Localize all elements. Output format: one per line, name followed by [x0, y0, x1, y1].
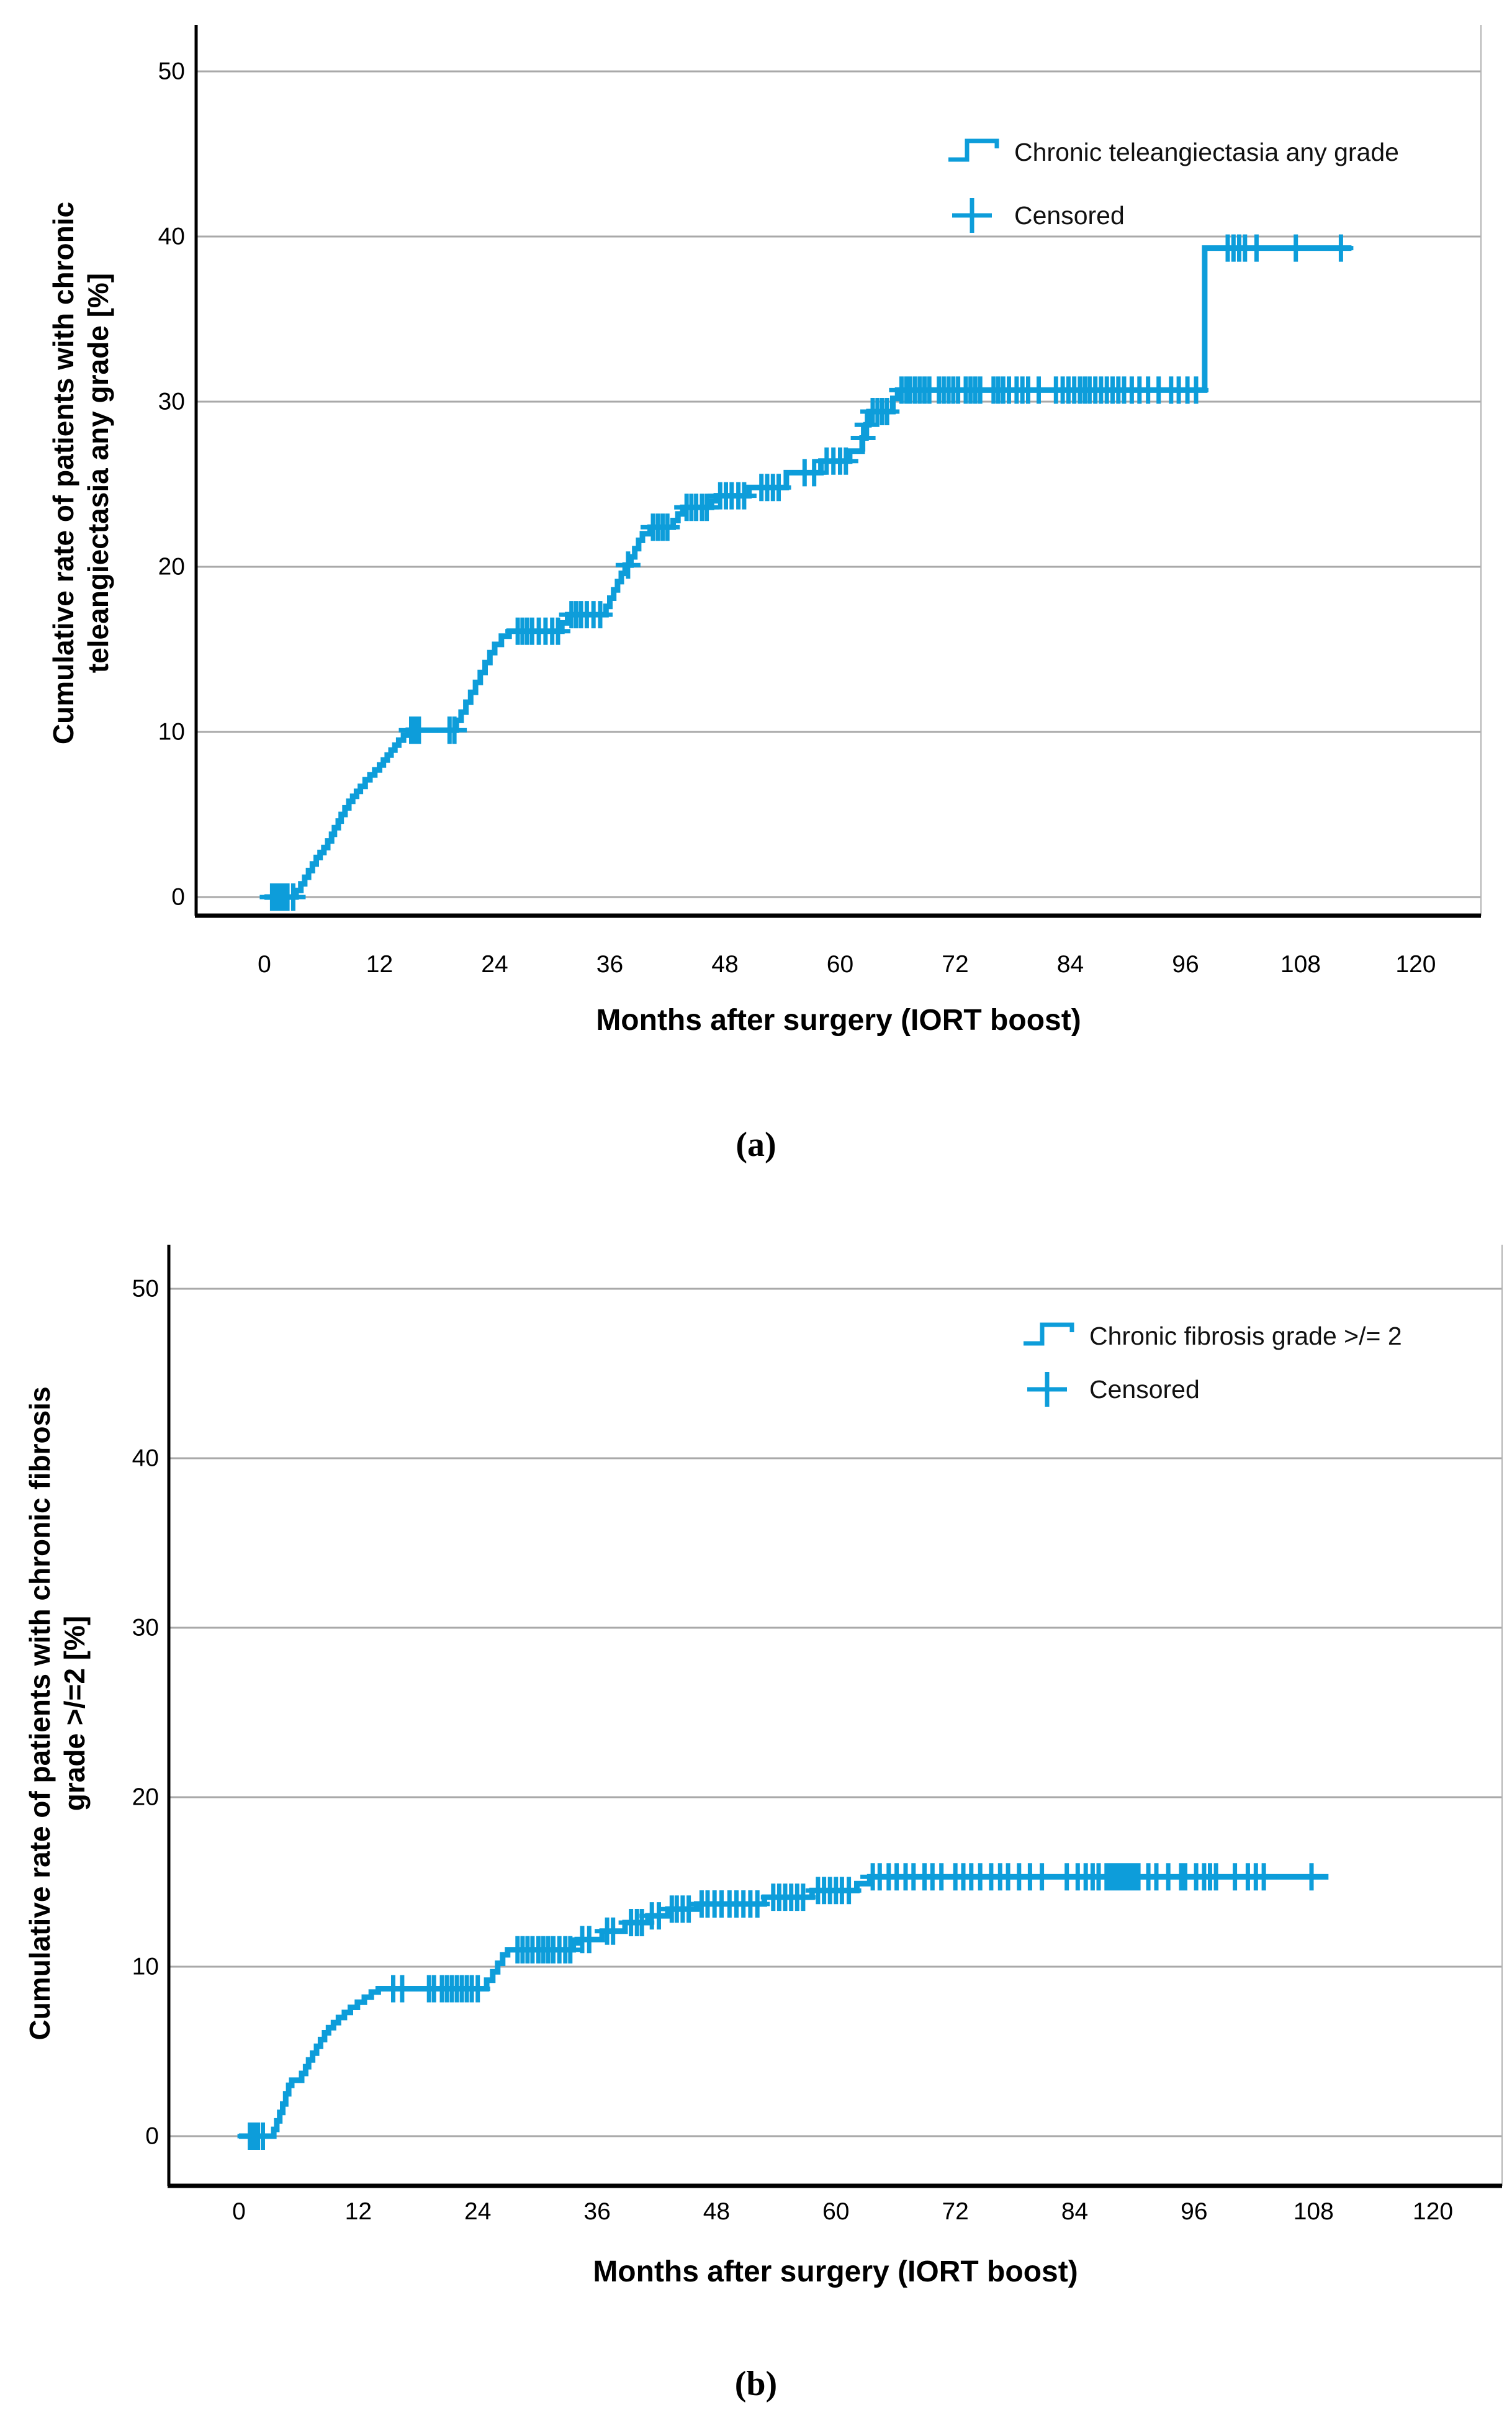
x-axis-title-a: Months after surgery (IORT boost): [596, 1004, 1081, 1037]
y-axis-title-a: Cumulative rate of patients with chronic…: [47, 201, 114, 745]
step-line-icon: [948, 138, 999, 162]
censored-plus-icon: [1027, 1372, 1067, 1407]
y-tick-label-20: 20: [132, 1784, 159, 1811]
x-tick-label-60: 60: [827, 951, 853, 978]
x-tick-label-0: 0: [258, 951, 271, 978]
y-tick-label-0: 0: [171, 884, 185, 911]
x-tick-label-120: 120: [1395, 951, 1436, 978]
legend-a: Chronic teleangiectasia any grade Censor…: [946, 120, 1399, 247]
y-tick-label-20: 20: [158, 554, 185, 580]
x-tick-label-24: 24: [481, 951, 508, 978]
y-tick-label-50: 50: [158, 58, 185, 85]
x-tick-label-12: 12: [345, 2198, 372, 2225]
panel-label-b: (b): [734, 2365, 778, 2403]
panel-label-a: (a): [736, 1126, 776, 1164]
x-tick-label-0: 0: [232, 2198, 246, 2225]
x-tick-label-108: 108: [1294, 2198, 1334, 2225]
y-tick-label-40: 40: [132, 1445, 159, 1472]
x-tick-label-72: 72: [942, 951, 968, 978]
curve-step-line: [239, 1874, 1329, 2139]
legend-row-event-a: Chronic teleangiectasia any grade: [946, 120, 1399, 184]
x-tick-label-48: 48: [711, 951, 738, 978]
x-tick-label-36: 36: [583, 2198, 610, 2225]
x-tick-label-120: 120: [1413, 2198, 1453, 2225]
x-tick-label-60: 60: [822, 2198, 849, 2225]
legend-label-event-b: Chronic fibrosis grade >/= 2: [1089, 1321, 1402, 1350]
legend-row-censored-a: Censored: [946, 184, 1399, 247]
y-tick-label-10: 10: [132, 1954, 159, 1980]
y-tick-label-40: 40: [158, 223, 185, 250]
censor-marks: [259, 234, 1354, 911]
chart-a: 0 10 20 30 40 50 0 12 24 36 48 60 72 84 96 108 120: [158, 25, 1482, 978]
x-tick-label-108: 108: [1280, 951, 1321, 978]
legend-label-censored-b: Censored: [1089, 1374, 1200, 1404]
x-tick-label-72: 72: [942, 2198, 968, 2225]
censored-plus-icon: [952, 198, 992, 233]
step-line-icon: [1024, 1322, 1074, 1346]
x-axis-title-b: Months after surgery (IORT boost): [593, 2255, 1078, 2288]
x-tick-label-36: 36: [596, 951, 623, 978]
x-tick-label-96: 96: [1181, 2198, 1207, 2225]
y-axis-title-b: Cumulative rate of patients with chronic…: [24, 1386, 91, 2041]
curve-step-line: [264, 245, 1352, 900]
x-tick-label-84: 84: [1057, 951, 1084, 978]
x-tick-label-24: 24: [464, 2198, 491, 2225]
y-tick-label-10: 10: [158, 719, 185, 746]
legend-row-censored-b: Censored: [1021, 1363, 1402, 1416]
x-tick-label-48: 48: [703, 2198, 730, 2225]
x-tick-label-96: 96: [1172, 951, 1199, 978]
legend-label-censored-a: Censored: [1014, 201, 1125, 230]
legend-b: Chronic fibrosis grade >/= 2 Censored: [1021, 1309, 1402, 1416]
x-tick-label-12: 12: [366, 951, 393, 978]
y-tick-label-30: 30: [132, 1615, 159, 1641]
legend-row-event-b: Chronic fibrosis grade >/= 2: [1021, 1309, 1402, 1363]
y-tick-label-30: 30: [158, 389, 185, 415]
censor-marks: [237, 1863, 1324, 2150]
chart-b: 0 10 20 30 40 50 0 12 24 36 48 60 72 84 96 108 120: [132, 1245, 1503, 2225]
legend-label-event-a: Chronic teleangiectasia any grade: [1014, 137, 1399, 166]
y-tick-label-50: 50: [132, 1276, 159, 1302]
x-tick-label-84: 84: [1061, 2198, 1088, 2225]
y-tick-label-0: 0: [145, 2123, 159, 2150]
